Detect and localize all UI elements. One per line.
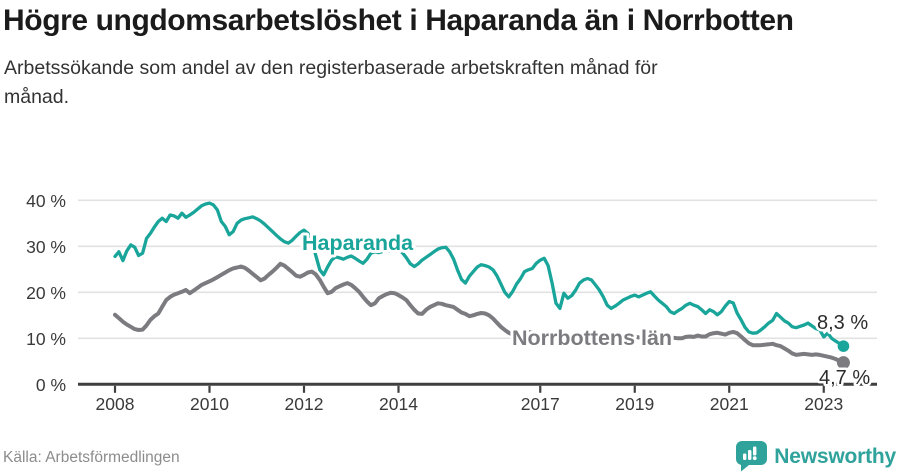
x-axis-label: 2014 bbox=[379, 394, 418, 414]
series-end-dot bbox=[836, 356, 850, 370]
x-axis-label: 2023 bbox=[804, 394, 843, 414]
series-label: Haparanda bbox=[302, 231, 414, 255]
newsworthy-wordmark: Newsworthy bbox=[774, 444, 896, 468]
bar-3 bbox=[753, 446, 757, 456]
y-axis-label: 10 % bbox=[26, 329, 66, 349]
series-label: Norrbottens län bbox=[512, 326, 672, 350]
x-axis-label: 2019 bbox=[615, 394, 654, 414]
speech-bubble-shape bbox=[736, 441, 768, 472]
exclamation-dot bbox=[753, 456, 757, 461]
chart-header: Högre ungdomsarbetslöshet i Haparanda än… bbox=[3, 2, 794, 111]
end-value-label: 8,3 % bbox=[817, 312, 868, 334]
y-axis-label: 20 % bbox=[26, 283, 66, 303]
newsworthy-logo[interactable]: Newsworthy bbox=[736, 441, 896, 472]
x-axis-label: 2012 bbox=[285, 394, 324, 414]
bar-1 bbox=[743, 453, 747, 460]
series-end-dot bbox=[837, 340, 850, 352]
newsworthy-logo-icon bbox=[736, 441, 768, 472]
source-note: Källa: Arbetsförmedlingen bbox=[3, 449, 180, 466]
series-line-1 bbox=[113, 261, 846, 365]
y-axis-label: 40 % bbox=[26, 191, 66, 211]
bar-2 bbox=[748, 450, 752, 460]
page-subtitle: Arbetssökande som andel av den registerb… bbox=[4, 57, 658, 108]
x-axis-label: 2017 bbox=[521, 394, 560, 414]
series-line-0 bbox=[113, 201, 846, 348]
y-axis-label: 0 % bbox=[36, 375, 66, 395]
page-title: Högre ungdomsarbetslöshet i Haparanda än… bbox=[3, 4, 794, 37]
end-value-label: 4,7 % bbox=[819, 367, 870, 389]
x-axis-label: 2008 bbox=[96, 394, 135, 414]
x-axis-label: 2021 bbox=[710, 394, 749, 414]
y-axis-label: 30 % bbox=[26, 237, 66, 257]
x-axis-label: 2010 bbox=[190, 394, 229, 414]
